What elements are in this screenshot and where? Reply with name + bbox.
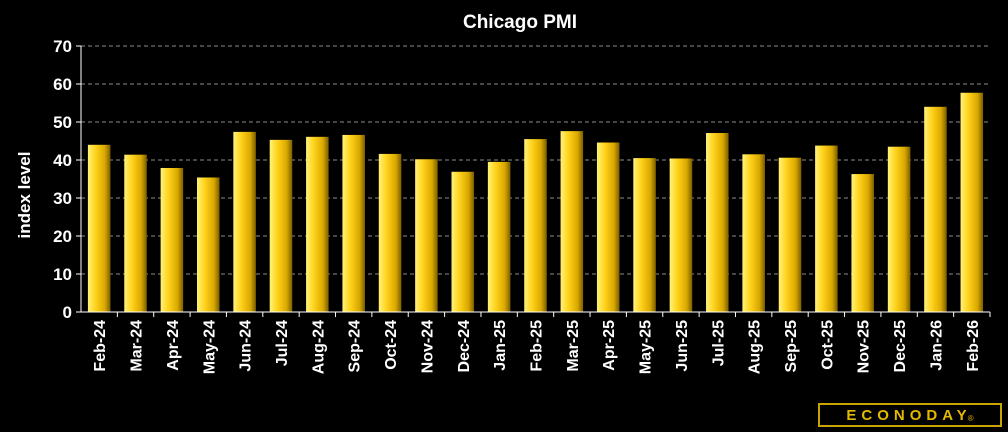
econoday-logo: ECONODAY ® — [818, 403, 1002, 427]
x-tick-label: Sep-25 — [783, 320, 800, 373]
bar-Jun-24 — [233, 131, 256, 312]
x-tick-label: Jul-25 — [710, 320, 727, 366]
bar-Aug-25 — [742, 154, 765, 312]
bar-Jan-26 — [924, 106, 947, 312]
x-tick-label: Jun-25 — [674, 320, 691, 372]
bar-Jul-25 — [706, 133, 729, 312]
bar-Jul-24 — [269, 139, 293, 312]
x-tick-label: Apr-24 — [165, 320, 182, 371]
x-tick-label: Oct-24 — [383, 320, 400, 370]
bar-Feb-26 — [960, 92, 984, 313]
bar-Nov-24 — [415, 159, 438, 312]
x-tick-label: May-25 — [638, 320, 655, 374]
y-tick-label: 70 — [53, 37, 72, 56]
chart-title: Chicago PMI — [463, 12, 577, 33]
bar-Feb-24 — [87, 144, 111, 312]
bar-May-25 — [633, 158, 656, 312]
bar-Dec-25 — [887, 146, 911, 312]
x-tick-label: Jun-24 — [238, 320, 255, 372]
y-tick-label: 30 — [53, 189, 72, 208]
x-tick-label: Jan-26 — [928, 320, 945, 371]
x-tick-label: Aug-25 — [747, 320, 764, 374]
bar-Feb-25 — [524, 139, 547, 312]
logo-text: ECONODAY — [846, 406, 972, 424]
logo-registered-mark: ® — [967, 413, 974, 423]
x-tick-label: Mar-25 — [565, 320, 582, 372]
bars — [87, 92, 984, 313]
axes — [76, 45, 991, 317]
x-tick-label: Feb-24 — [92, 320, 109, 372]
x-tick-label: Feb-26 — [965, 320, 982, 372]
y-tick-label: 40 — [53, 151, 72, 170]
x-tick-label: Oct-25 — [819, 320, 836, 370]
x-tick-label: Nov-24 — [419, 320, 436, 373]
y-tick-label: 20 — [53, 227, 72, 246]
bar-Mar-24 — [124, 154, 147, 312]
bar-Oct-25 — [815, 145, 838, 312]
x-tick-label: Dec-24 — [456, 320, 473, 373]
bar-Sep-25 — [778, 157, 802, 312]
x-tick-label: Nov-25 — [856, 320, 873, 373]
y-tick-label: 0 — [63, 303, 72, 322]
x-tick-label: Aug-24 — [310, 320, 327, 374]
bar-Mar-25 — [560, 131, 584, 312]
x-tick-label: Mar-24 — [129, 320, 146, 372]
x-tick-label: Dec-25 — [892, 320, 909, 373]
bar-Oct-24 — [378, 153, 402, 312]
x-tick-label: Jul-24 — [274, 320, 291, 366]
y-tick-label: 10 — [53, 265, 72, 284]
x-tick-label: Sep-24 — [347, 320, 364, 373]
x-tick-labels: Feb-24 Mar-24 Apr-24 May-24 Jun-24 Jul-24 Aug-… — [92, 320, 982, 374]
bar-Jun-25 — [669, 158, 693, 312]
x-tick-label: May-24 — [201, 320, 218, 374]
bar-Dec-24 — [451, 171, 475, 312]
x-tick-label: Jan-25 — [492, 320, 509, 371]
bar-Sep-24 — [342, 134, 365, 312]
bar-Nov-25 — [851, 174, 875, 312]
y-axis-label: index level — [15, 152, 34, 239]
y-tick-label: 50 — [53, 113, 72, 132]
gridlines — [81, 45, 990, 275]
x-tick-label: Apr-25 — [601, 320, 618, 371]
bar-Apr-25 — [596, 142, 620, 312]
x-tick-label: Feb-25 — [529, 320, 546, 372]
bar-Jan-25 — [487, 161, 511, 312]
y-tick-label: 60 — [53, 75, 72, 94]
bar-Apr-24 — [160, 167, 184, 312]
y-tick-labels: 0 10 20 30 40 50 60 70 — [53, 37, 72, 322]
bar-Aug-24 — [306, 136, 329, 312]
bar-May-24 — [196, 177, 220, 312]
